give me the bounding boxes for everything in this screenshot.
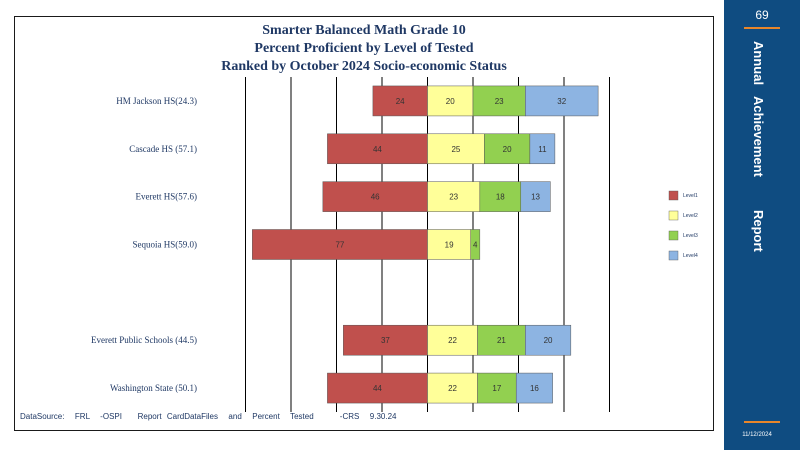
data-label: 20 [503,145,512,154]
data-label: 24 [396,97,405,106]
data-label: 20 [544,336,553,345]
chart-title-line-1: Smarter Balanced Math Grade 10 [262,23,466,38]
category-label: Everett HS(57.6) [136,192,197,202]
data-label: 21 [497,336,506,345]
sidebar-panel: 69 Annual Achievement Report 11/12/2024 [724,0,800,450]
bar-segment [427,85,474,117]
legend-swatch [668,210,679,221]
category-label: Cascade HS (57.1) [129,144,197,154]
bar-segment [427,372,478,404]
page-number: 69 [755,8,769,22]
legend-label: Level3 [683,233,698,239]
chart-frame: HM Jackson HS(24.3) 24 20 23 32 Cascade HS (5… [14,16,714,431]
bar-segment [427,181,481,212]
data-label: 16 [530,384,539,393]
legend-label: Level2 [683,213,698,219]
bar-segment [327,133,428,165]
footer-date: 11/12/2024 [742,432,772,438]
category-label: Sequoia HS(59.0) [133,240,198,250]
bar-segment [484,133,531,165]
bar-segment [322,181,428,212]
legend-swatch [668,230,679,241]
bar-segment [470,229,481,260]
data-label: 23 [495,97,504,106]
legend-swatch [668,250,679,261]
chart-title-line-3: Ranked by October 2024 Socio-economic St… [221,59,507,74]
legend-label: Level1 [683,193,698,199]
data-label: 22 [448,384,457,393]
data-label: 77 [335,241,344,250]
category-label: HM Jackson HS(24.3) [116,96,197,106]
bar-segment [252,229,428,260]
data-label: 32 [557,97,566,106]
bar-segment [427,133,485,165]
chart-plot: HM Jackson HS(24.3) 24 20 23 32 Cascade HS (5… [91,77,698,412]
data-label: 22 [448,336,457,345]
data-label: 25 [451,145,460,154]
data-label: 44 [373,384,382,393]
source-note: DataSource: FRL -OSPI Report CardDataFil… [20,412,397,421]
bar-segment [477,372,517,404]
data-label: 18 [496,193,505,202]
bar-segment [427,324,478,356]
data-label: 46 [371,193,380,202]
bar-segment [427,229,471,260]
accent-rule-top [744,27,780,29]
category-label: Washington State (50.1) [110,383,197,393]
accent-rule-bottom [744,421,780,423]
chart-title-line-2: Percent Proficient by Level of Tested [254,41,474,56]
data-label: 17 [492,384,501,393]
data-label: 19 [445,241,454,250]
sidebar-word-annual: Annual [751,40,766,86]
data-label: 4 [473,241,478,250]
data-label: 11 [538,145,547,154]
bar-segment [327,372,428,404]
bar-segment [472,85,526,117]
legend-label: Level4 [683,253,698,259]
legend-swatch [668,190,679,201]
bar-segment [525,324,572,356]
data-label: 13 [531,193,540,202]
data-label: 44 [373,145,382,154]
data-label: 37 [381,336,390,345]
bar-segment [343,324,428,356]
bar-segment [529,133,556,165]
bar-segment [525,85,599,117]
category-label: Everett Public Schools (44.5) [91,335,197,345]
bar-segment [520,181,551,212]
data-label: 23 [449,193,458,202]
sidebar-word-report: Report [751,210,766,252]
sidebar-word-achievement: Achievement [751,96,766,177]
data-label: 20 [446,97,455,106]
bar-segment [479,181,522,212]
bar-segment [515,372,553,404]
